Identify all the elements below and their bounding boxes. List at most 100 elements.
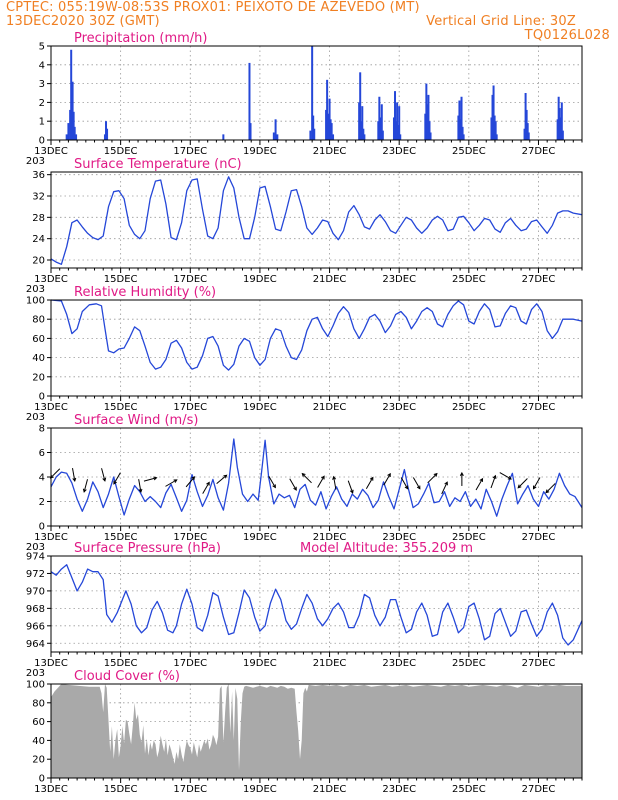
x-tick-label: 17DEC bbox=[173, 532, 207, 543]
x-tick-label: 23DEC bbox=[382, 146, 416, 157]
precip-bar bbox=[427, 94, 430, 140]
date-header: 13DEC2020 30Z (GMT) bbox=[6, 14, 160, 29]
precip-bar bbox=[325, 109, 328, 140]
precip-bar bbox=[491, 94, 494, 140]
y-tick-label: 0 bbox=[39, 774, 45, 785]
precip-panel: 0 1 2 3 4 5 13DEC 15DEC 17DEC 19DEC 21DEC 23DEC 25DE… bbox=[26, 31, 583, 167]
wind-arrow bbox=[475, 477, 484, 491]
x-tick-label: 13DEC bbox=[34, 146, 68, 157]
wind-arrow-shaft bbox=[475, 478, 483, 491]
wind-arrow-head bbox=[517, 484, 522, 489]
wind-arrow-shaft bbox=[185, 476, 195, 488]
precip-bar bbox=[490, 117, 493, 140]
precip-bar bbox=[398, 106, 401, 140]
x-tick-label: 21DEC bbox=[313, 402, 347, 413]
precip-bar bbox=[103, 134, 106, 140]
y-tick-label: 24 bbox=[32, 234, 45, 245]
y-tick-label: 1 bbox=[39, 117, 45, 128]
precip-bar bbox=[328, 98, 331, 140]
precip-bar bbox=[525, 109, 528, 140]
wind-arrow-shaft bbox=[499, 472, 512, 480]
y-tick-label: 0 bbox=[39, 522, 45, 533]
x-tick-label: 19DEC bbox=[243, 146, 277, 157]
x-tick-label: 25DEC bbox=[452, 402, 486, 413]
x-tick-label: 19DEC bbox=[243, 402, 277, 413]
precip-bar bbox=[313, 128, 316, 140]
wind-arrow-shaft bbox=[143, 477, 157, 482]
wind-arrow-head bbox=[206, 481, 210, 486]
y-tick-label: 100 bbox=[26, 296, 45, 307]
x-tick-label: 13DEC bbox=[34, 274, 68, 285]
station-header: CPTEC: 055:19W-08:53S PROX01: PEIXOTO DE… bbox=[6, 0, 420, 15]
y-tick-label: 974 bbox=[26, 552, 45, 563]
press-panel: 964 966 968 970 972 974 13DEC 15DEC 17DEC 19DEC 21… bbox=[26, 541, 583, 679]
x-tick-label: 23DEC bbox=[382, 658, 416, 669]
x-tick-label: 19DEC bbox=[243, 532, 277, 543]
precip-bar bbox=[561, 130, 564, 140]
x-tick-label: 19DEC bbox=[243, 658, 277, 669]
y-tick-label: 5 bbox=[39, 42, 45, 53]
wind-arrow bbox=[165, 479, 178, 487]
wind-arrow-head bbox=[332, 475, 337, 480]
precip-bar bbox=[359, 72, 362, 140]
y-tick-label: 3 bbox=[39, 79, 45, 90]
wind-arrow bbox=[143, 476, 158, 482]
wind-arrow-head bbox=[293, 486, 297, 491]
y-tick-label: 28 bbox=[32, 213, 45, 224]
wind-arrow-shaft bbox=[533, 477, 541, 490]
rh-panel: 0 20 40 60 80 100 13DEC 15DEC 17DEC 19DEC 21DEC 23D… bbox=[26, 285, 583, 423]
precip-bar bbox=[396, 102, 399, 140]
precip-bar bbox=[69, 109, 72, 140]
y-tick-label: 968 bbox=[26, 604, 45, 615]
wind-arrow-shaft bbox=[545, 483, 556, 493]
wind-arrow-shaft bbox=[490, 475, 496, 489]
precip-bar bbox=[380, 104, 383, 140]
panel-frame bbox=[50, 299, 583, 397]
precip-bar bbox=[524, 93, 527, 140]
precip-bar bbox=[73, 126, 76, 140]
y-tick-label: 2 bbox=[39, 98, 45, 109]
rh-line bbox=[50, 299, 583, 371]
wind-arrow bbox=[499, 472, 512, 480]
x-tick-label: 15DEC bbox=[104, 532, 138, 543]
x-tick-label: 25DEC bbox=[452, 146, 486, 157]
model-id: TQ0126L028 bbox=[524, 28, 610, 43]
y-tick-label: 100 bbox=[26, 680, 45, 691]
x-tick-label: 23DEC bbox=[382, 784, 416, 795]
wind-arrow bbox=[490, 474, 497, 489]
precip-bar bbox=[222, 134, 225, 140]
precip-bar bbox=[363, 134, 366, 140]
precip-bar bbox=[274, 119, 277, 140]
wind-arrow-shaft bbox=[268, 476, 276, 488]
wind-arrow-shaft bbox=[400, 477, 409, 490]
precip-bar bbox=[460, 96, 463, 140]
wind-arrow bbox=[138, 479, 143, 494]
precip-bar bbox=[494, 121, 497, 140]
press-title: Surface Pressure (hPa) bbox=[74, 541, 221, 556]
precip-bar bbox=[381, 130, 384, 140]
wind-arrow-head bbox=[102, 477, 107, 482]
cloud-title: Cloud Cover (%) bbox=[74, 669, 180, 684]
x-tick-stub: 203 bbox=[26, 542, 45, 553]
temp-panel: 20 24 28 32 36 13DEC 15DEC 17DEC 19DEC 21DEC 23DEC… bbox=[26, 157, 583, 295]
x-tick-label: 13DEC bbox=[34, 658, 68, 669]
x-tick-label: 23DEC bbox=[382, 274, 416, 285]
wind-arrow-shaft bbox=[289, 478, 297, 491]
precip-bar bbox=[556, 119, 559, 140]
y-tick-label: 970 bbox=[26, 586, 45, 597]
precip-bar bbox=[492, 85, 495, 140]
wind-arrow-head bbox=[369, 476, 374, 481]
x-tick-stub: 203 bbox=[26, 284, 45, 295]
precip-bar bbox=[72, 111, 75, 140]
panel-frame bbox=[50, 171, 583, 269]
precip-bar bbox=[395, 121, 398, 140]
wind-arrow-shaft bbox=[427, 473, 438, 484]
wind-arrow bbox=[185, 476, 196, 488]
precip-bar bbox=[399, 134, 402, 140]
wind-arrow-head bbox=[113, 480, 117, 485]
wind-arrow bbox=[400, 477, 409, 490]
wind-arrow-head bbox=[173, 479, 178, 483]
y-tick-label: 20 bbox=[32, 256, 45, 267]
y-tick-label: 8 bbox=[39, 424, 45, 435]
wind-arrow-head bbox=[153, 476, 158, 481]
